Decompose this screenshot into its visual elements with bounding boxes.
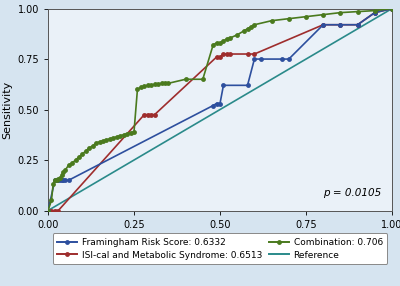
Text: p = 0.0105: p = 0.0105 [324, 188, 382, 198]
X-axis label: 1-Specificity: 1-Specificity [186, 235, 254, 245]
Y-axis label: Sensitivity: Sensitivity [2, 80, 12, 139]
Legend: Framingham Risk Score: 0.6332, ISI-cal and Metabolic Syndrome: 0.6513, Combinati: Framingham Risk Score: 0.6332, ISI-cal a… [53, 233, 387, 264]
